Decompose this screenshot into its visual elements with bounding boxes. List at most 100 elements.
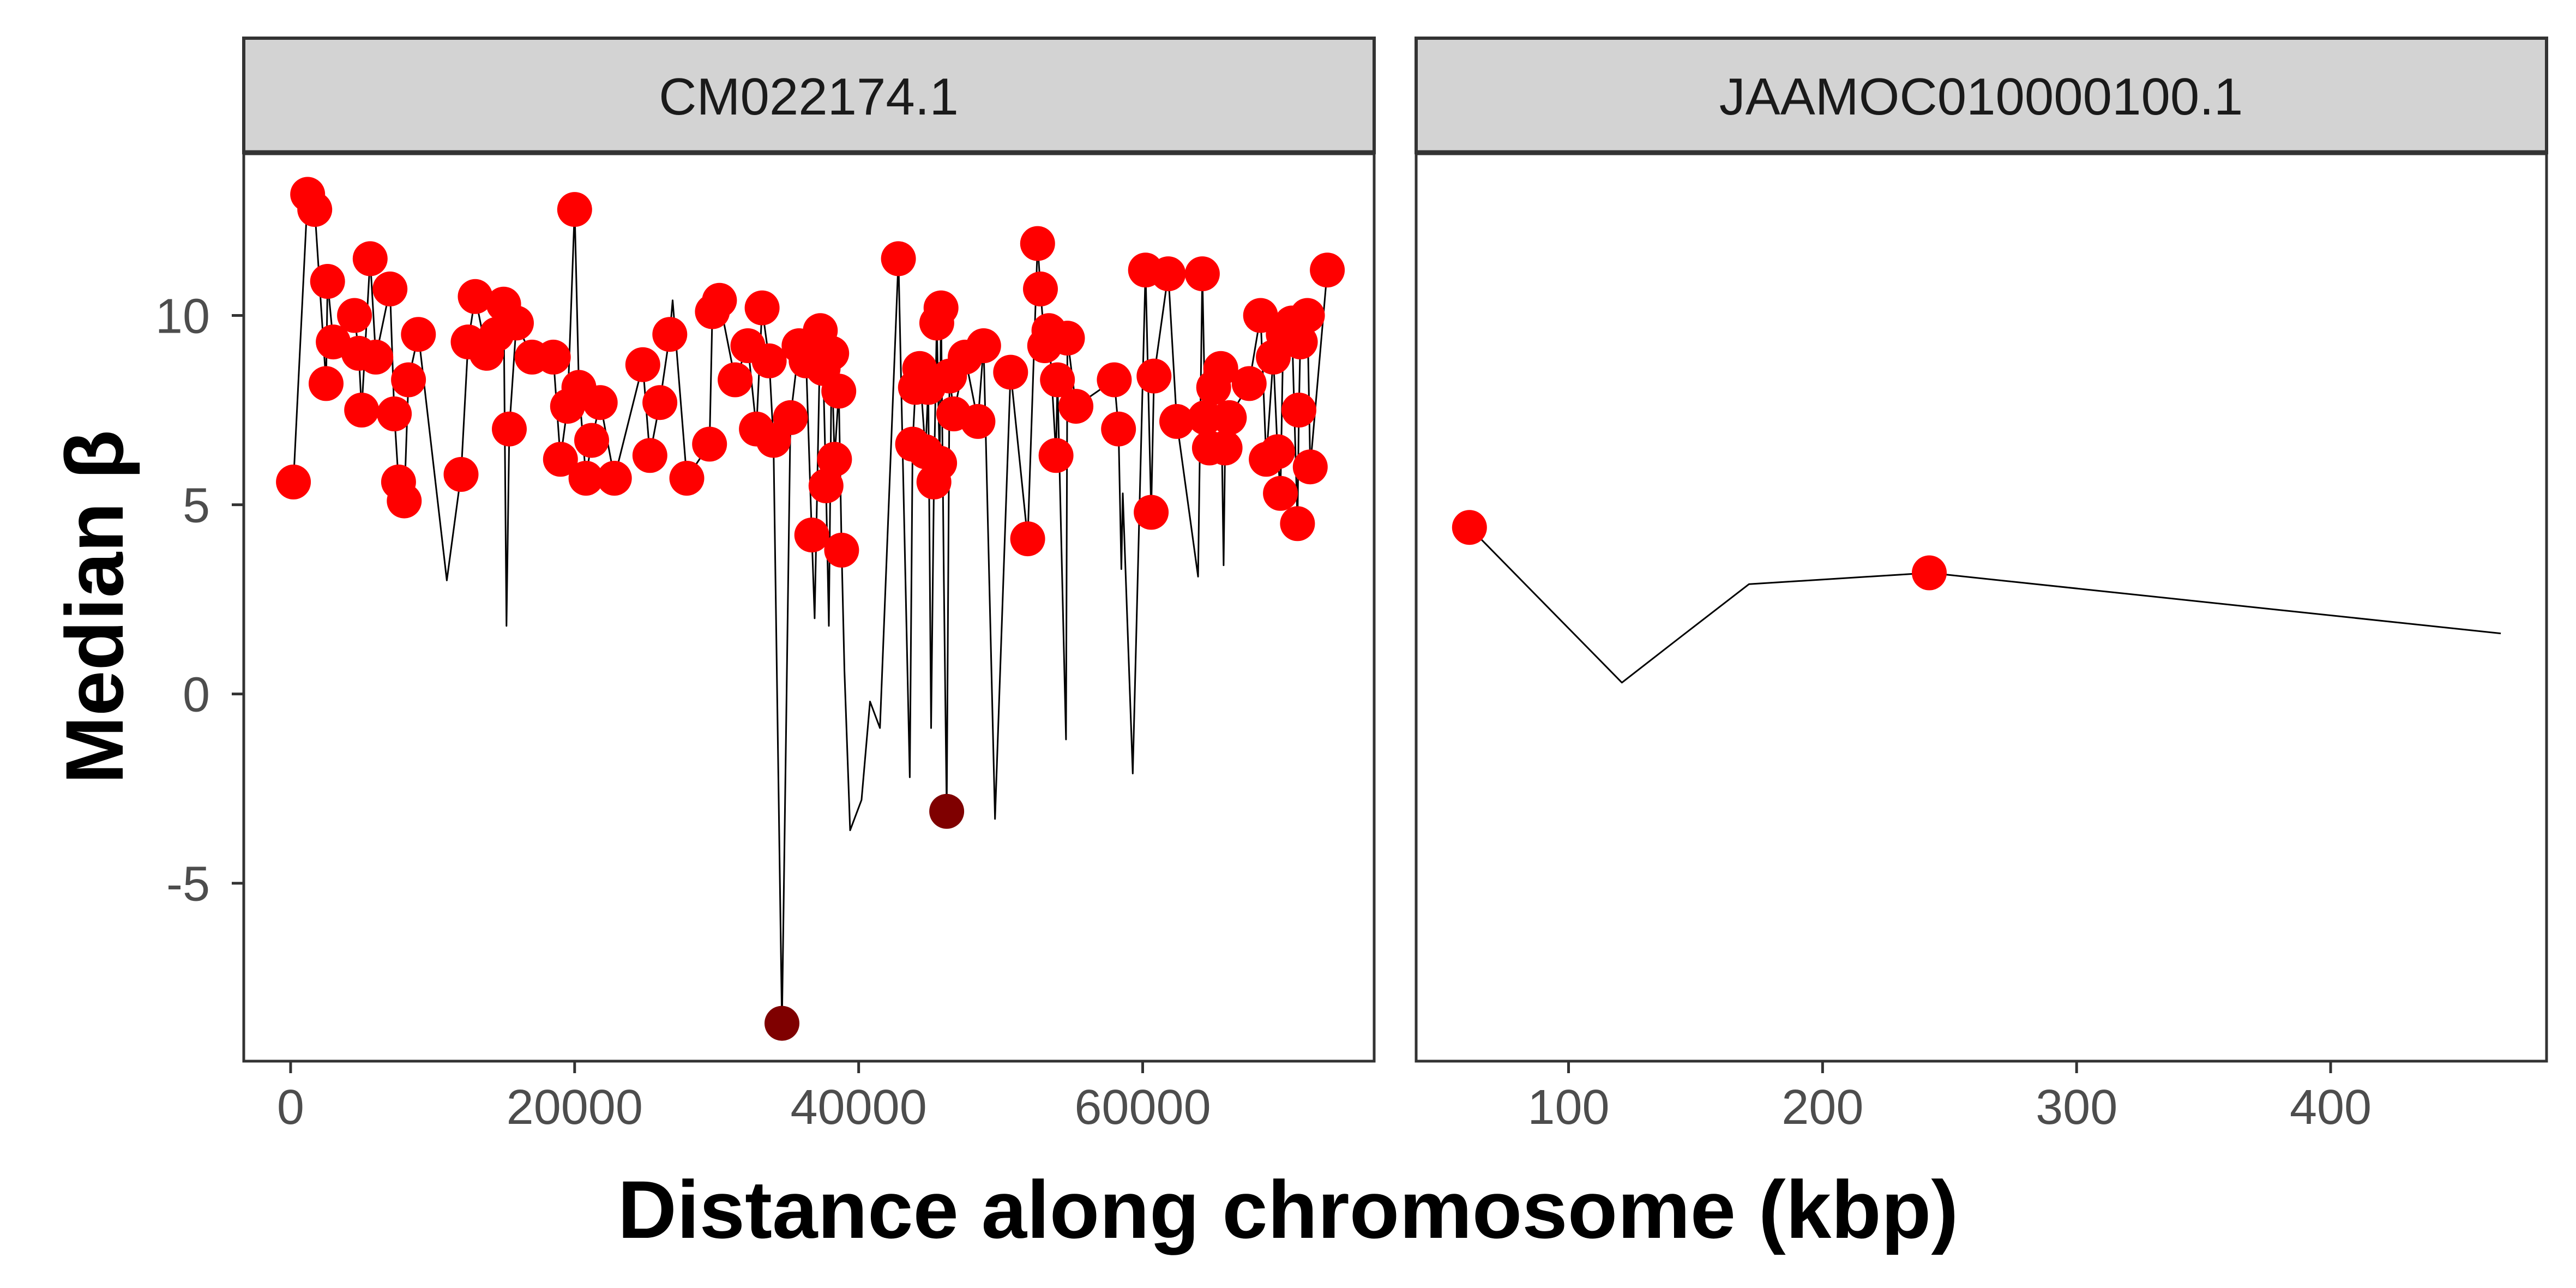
data-point xyxy=(1207,430,1243,466)
facet-label-jaamoc: JAAMOC010000100.1 xyxy=(1719,68,2243,126)
data-point xyxy=(625,347,660,382)
data-point xyxy=(535,339,571,375)
data-point xyxy=(718,362,753,398)
data-point xyxy=(808,468,844,503)
x-tick-label: 200 xyxy=(1781,1080,1863,1135)
data-point xyxy=(1159,404,1194,439)
data-point xyxy=(966,328,1001,363)
x-tick-label: 300 xyxy=(2036,1080,2117,1135)
data-marks-cm022174 xyxy=(276,177,1345,1041)
data-point xyxy=(1020,226,1055,261)
data-point xyxy=(310,264,345,299)
data-point xyxy=(1280,506,1315,541)
data-point xyxy=(276,464,311,499)
data-point xyxy=(1452,510,1487,545)
data-point xyxy=(744,290,780,326)
data-point xyxy=(1134,495,1169,530)
data-point xyxy=(692,426,727,462)
x-tick-label: 60000 xyxy=(1074,1080,1211,1135)
data-point xyxy=(358,339,394,375)
data-point xyxy=(377,396,412,431)
data-point xyxy=(824,532,859,568)
data-point xyxy=(632,438,667,473)
x-axis-cm022174: 0 20000 40000 60000 xyxy=(277,1061,1211,1135)
x-axis-title: Distance along chromosome (kbp) xyxy=(618,1164,1959,1255)
data-point xyxy=(337,298,372,333)
data-point xyxy=(1097,362,1132,398)
data-point-negative xyxy=(765,1006,799,1041)
data-point xyxy=(814,335,850,371)
y-axis: -5 0 5 10 xyxy=(155,289,244,912)
y-tick-label: 5 xyxy=(183,479,210,533)
data-point xyxy=(652,317,688,352)
data-point xyxy=(1151,256,1186,292)
data-point xyxy=(297,192,333,227)
data-point xyxy=(597,461,632,496)
data-point xyxy=(1231,366,1267,401)
data-point xyxy=(821,374,857,409)
data-point xyxy=(1310,252,1345,288)
facet-label-cm022174: CM022174.1 xyxy=(659,68,959,126)
data-point xyxy=(443,457,479,492)
data-point xyxy=(352,241,388,276)
series-line xyxy=(1468,527,2501,684)
data-point xyxy=(582,385,618,420)
facet-strip-cm022174 xyxy=(242,37,1376,154)
data-point xyxy=(1260,434,1295,470)
data-point xyxy=(1040,362,1075,398)
x-axis-jaamoc: 100 200 300 400 xyxy=(1527,1061,2372,1135)
facet-panel-jaamoc: JAAMOC010000100.1 100 200 300 400 xyxy=(1415,37,2548,1135)
data-point xyxy=(1292,449,1328,485)
data-point xyxy=(922,446,958,481)
y-tick-label: 10 xyxy=(155,289,210,344)
facet-strip-jaamoc xyxy=(1415,37,2548,154)
facet-panel-cm022174: CM022174.1 0 20000 40000 60000 xyxy=(242,37,1376,1135)
data-point xyxy=(458,279,493,314)
x-tick-label: 400 xyxy=(2290,1080,2372,1135)
data-point xyxy=(309,366,344,401)
data-point xyxy=(881,241,916,276)
data-point xyxy=(401,317,436,352)
x-tick-label: 100 xyxy=(1527,1080,1609,1135)
data-point xyxy=(372,271,408,306)
data-point xyxy=(1023,271,1058,306)
data-point xyxy=(1010,521,1045,557)
data-point xyxy=(923,290,959,326)
data-point xyxy=(1283,324,1318,360)
data-point xyxy=(344,393,380,428)
x-tick-label: 20000 xyxy=(507,1080,643,1135)
data-point xyxy=(794,517,829,553)
plot-area-jaamoc xyxy=(1415,151,2548,1063)
data-point xyxy=(669,461,705,496)
data-point xyxy=(543,442,578,477)
data-point xyxy=(960,404,996,439)
data-point xyxy=(993,354,1028,390)
data-point xyxy=(1038,438,1074,473)
data-point xyxy=(1912,555,1947,591)
y-tick-label: 0 xyxy=(183,668,210,723)
data-point xyxy=(1203,351,1238,386)
y-tick-label: -5 xyxy=(166,857,210,912)
data-point xyxy=(1281,393,1316,428)
data-point xyxy=(773,400,808,435)
data-point xyxy=(574,423,609,458)
x-tick-label: 0 xyxy=(277,1080,304,1135)
data-point xyxy=(1290,298,1325,333)
x-tick-label: 40000 xyxy=(791,1080,927,1135)
data-point xyxy=(1212,400,1247,435)
data-point-negative xyxy=(929,793,965,829)
data-point xyxy=(568,461,604,496)
data-point xyxy=(1058,389,1094,424)
data-point xyxy=(1050,321,1085,356)
data-point xyxy=(557,192,592,227)
data-point xyxy=(1136,358,1172,394)
data-point xyxy=(751,343,787,378)
data-point xyxy=(1188,400,1223,435)
data-point xyxy=(1184,256,1220,292)
data-point xyxy=(702,282,737,318)
data-point xyxy=(1101,411,1136,447)
data-point xyxy=(499,305,534,341)
data-point xyxy=(642,385,678,420)
data-point xyxy=(387,483,422,519)
